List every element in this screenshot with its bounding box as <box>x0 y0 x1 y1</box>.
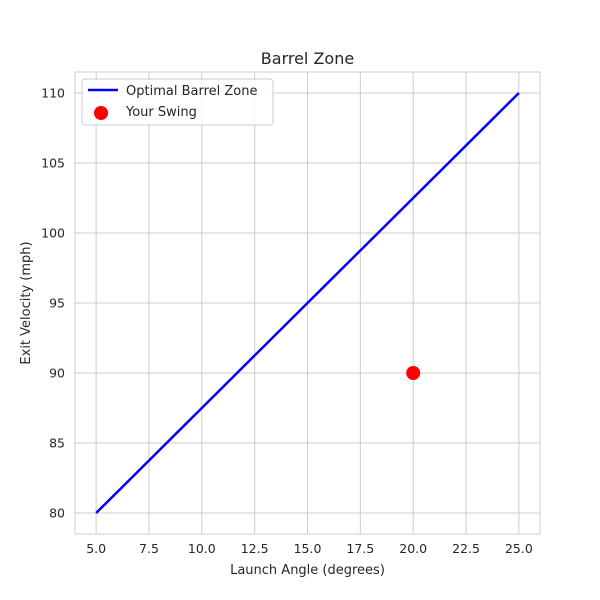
legend-label-optimal-barrel-zone: Optimal Barrel Zone <box>126 84 257 99</box>
y-tick-label: 110 <box>41 86 65 101</box>
optimal-barrel-zone-line <box>95 92 520 514</box>
x-tick-label: 22.5 <box>452 541 480 556</box>
your-swing-point <box>406 366 421 380</box>
plot-area <box>74 71 541 535</box>
tick-labels: 5.0 7.5 10.0 12.5 15.0 17.5 20.0 22.5 25.0 80 85 90… <box>41 86 533 557</box>
chart-title: Barrel Zone <box>261 49 354 68</box>
y-tick-label: 95 <box>49 296 65 311</box>
x-tick-label: 5.0 <box>86 541 106 556</box>
x-tick-label: 20.0 <box>399 541 427 556</box>
y-tick-label: 90 <box>49 366 65 381</box>
x-axis-label: Launch Angle (degrees) <box>230 563 385 578</box>
x-tick-label: 10.0 <box>188 541 216 556</box>
x-tick-label: 17.5 <box>346 541 374 556</box>
y-tick-label: 100 <box>41 226 65 241</box>
x-tick-label: 15.0 <box>294 541 322 556</box>
legend-dot-swatch <box>94 106 108 120</box>
legend-label-your-swing: Your Swing <box>125 105 197 120</box>
grid <box>75 72 540 534</box>
y-tick-label: 80 <box>49 506 65 521</box>
legend: Optimal Barrel Zone Your Swing <box>81 78 274 126</box>
y-tick-label: 105 <box>41 156 65 171</box>
y-axis-label: Exit Velocity (mph) <box>19 241 34 364</box>
plot-frame <box>74 71 541 535</box>
series-layer <box>95 92 520 514</box>
legend-box <box>81 78 274 126</box>
x-tick-label: 25.0 <box>505 541 533 556</box>
y-tick-label: 85 <box>49 436 65 451</box>
x-tick-label: 7.5 <box>139 541 159 556</box>
x-tick-label: 12.5 <box>241 541 269 556</box>
